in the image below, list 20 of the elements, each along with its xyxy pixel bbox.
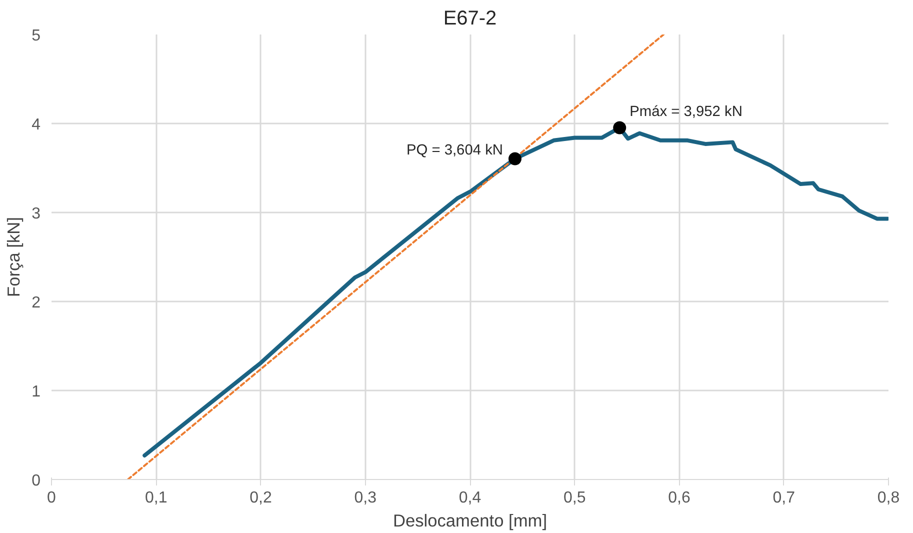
x-tick-label: 0,6 xyxy=(668,490,690,506)
x-tick-label: 0,1 xyxy=(145,490,168,506)
annotation: PQ = 3,604 kN xyxy=(406,142,503,159)
y-tick-label: 5 xyxy=(32,28,41,44)
y-axis-title: Força [kN] xyxy=(4,217,24,297)
chart-title: E67-2 xyxy=(443,8,497,30)
x-tick-label: 0 xyxy=(47,490,56,506)
x-tick-label: 0,8 xyxy=(877,490,900,506)
y-tick-label: 3 xyxy=(32,206,41,222)
x-tick-label: 0,5 xyxy=(564,490,586,506)
x-tick-label: 0,4 xyxy=(458,490,482,506)
x-tick-label: 0,2 xyxy=(250,490,272,506)
y-tick-label: 0 xyxy=(32,472,41,490)
x-axis-title: Deslocamento [mm] xyxy=(392,510,548,530)
x-tick-label: 0,7 xyxy=(772,490,796,506)
y-tick-label: 1 xyxy=(32,384,41,400)
y-tick-label: 4 xyxy=(32,116,41,134)
x-tick-label: 0,3 xyxy=(354,490,377,506)
y-tick-label: 2 xyxy=(32,294,41,312)
annotation: Pmáx = 3,952 kN xyxy=(630,104,742,120)
